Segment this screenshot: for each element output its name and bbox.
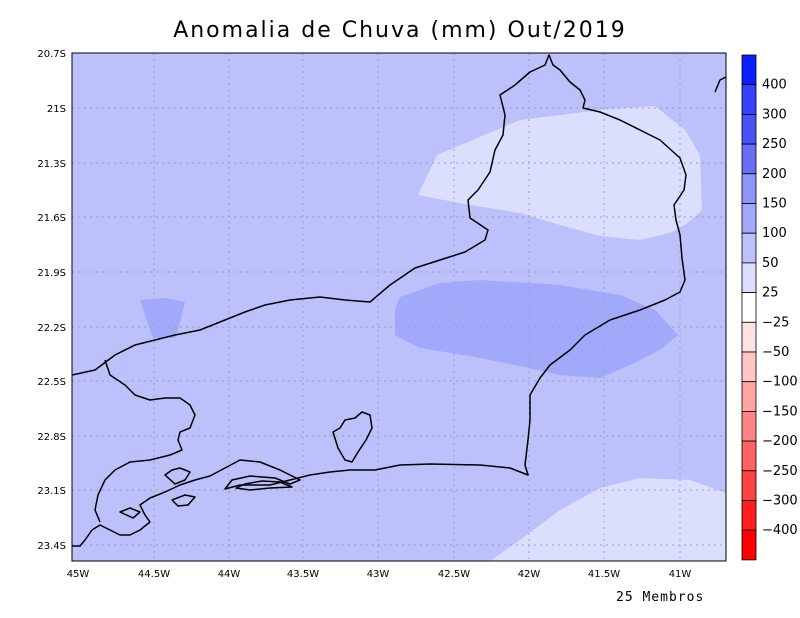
lat-tick: 20.7S [37,49,66,60]
colorbar: 400 300 250 200 150 100 50 25 −25 −50 −100 −150 −200… [741,54,798,561]
colorbar-label: 25 [762,286,779,301]
lat-tick: 21.6S [37,213,66,224]
members-note: 25 Membros [616,590,705,605]
colorbar-label: 50 [762,256,779,271]
colorbar-label: 200 [762,167,787,182]
colorbar-label: −25 [762,315,789,330]
lon-tick: 41.5W [588,569,620,580]
colorbar-label: 150 [762,197,787,212]
ilha-grande [235,480,293,491]
lon-tick: 43.5W [287,569,319,580]
colorbar-swatch [741,114,757,145]
lon-tick: 44W [218,569,241,580]
state-boundary [71,54,727,547]
lat-tick: 21S [47,104,66,115]
colorbar-swatch [741,500,757,531]
lon-tick: 41W [669,569,692,580]
grid-lines [72,53,726,561]
colorbar-swatch [741,529,757,561]
north-tip [714,76,727,93]
colorbar-swatch [741,470,757,501]
colorbar-swatch [741,173,757,204]
colorbar-label: −250 [762,464,798,479]
state-outline [71,54,687,547]
colorbar-label: −150 [762,404,798,419]
latitude-axis: 20.7S 21S 21.3S 21.6S 21.9S 22.2S 22.5S … [37,49,66,552]
colorbar-label: −400 [762,523,798,538]
lon-tick: 44.5W [138,569,170,580]
state-outline-west [94,359,196,523]
anomaly-light-north [418,106,702,240]
anomaly-strong-center [395,280,678,378]
lat-tick: 22.8S [37,432,66,443]
plot-frame [71,52,727,562]
longitude-axis: 45W 44.5W 44W 43.5W 43W 42.5W 42W 41.5W … [67,569,692,580]
anomaly-fields [140,106,726,561]
colorbar-swatch [741,292,757,323]
lat-tick: 22.2S [37,323,66,334]
map-title: Anomalia de Chuva (mm) Out/2019 [173,18,627,43]
colorbar-label: −200 [762,434,798,449]
colorbar-label: −50 [762,345,789,360]
lat-tick: 23.4S [37,541,66,552]
colorbar-swatch [741,381,757,412]
island-b [119,507,141,519]
anomaly-strong-west [140,298,185,338]
lon-tick: 42.5W [438,569,470,580]
colorbar-swatch [741,351,757,383]
lat-tick: 22.5S [37,377,66,388]
colorbar-swatch [741,440,757,472]
lat-tick: 23.1S [37,486,66,497]
anomaly-light-south [490,478,726,561]
colorbar-swatch [741,143,757,175]
colorbar-label: −100 [762,375,798,390]
colorbar-label: 400 [762,78,787,93]
colorbar-label: 300 [762,107,787,122]
colorbar-label: 100 [762,226,787,241]
colorbar-swatch [741,410,757,442]
colorbar-swatch [741,84,757,115]
colorbar-swatch [741,203,757,234]
lat-tick: 21.3S [37,159,66,170]
colorbar-swatch [741,262,757,293]
colorbar-label: −300 [762,494,798,509]
guanabara-bay [332,411,373,463]
colorbar-label: 250 [762,137,787,152]
lon-tick: 43W [367,569,390,580]
colorbar-swatch [741,321,757,353]
island-a [171,494,196,507]
colorbar-swatch [741,232,757,264]
lat-tick: 21.9S [37,268,66,279]
sepetiba-islands [164,467,191,485]
lon-tick: 45W [67,569,90,580]
lon-tick: 42W [518,569,541,580]
colorbar-swatch [741,54,757,86]
